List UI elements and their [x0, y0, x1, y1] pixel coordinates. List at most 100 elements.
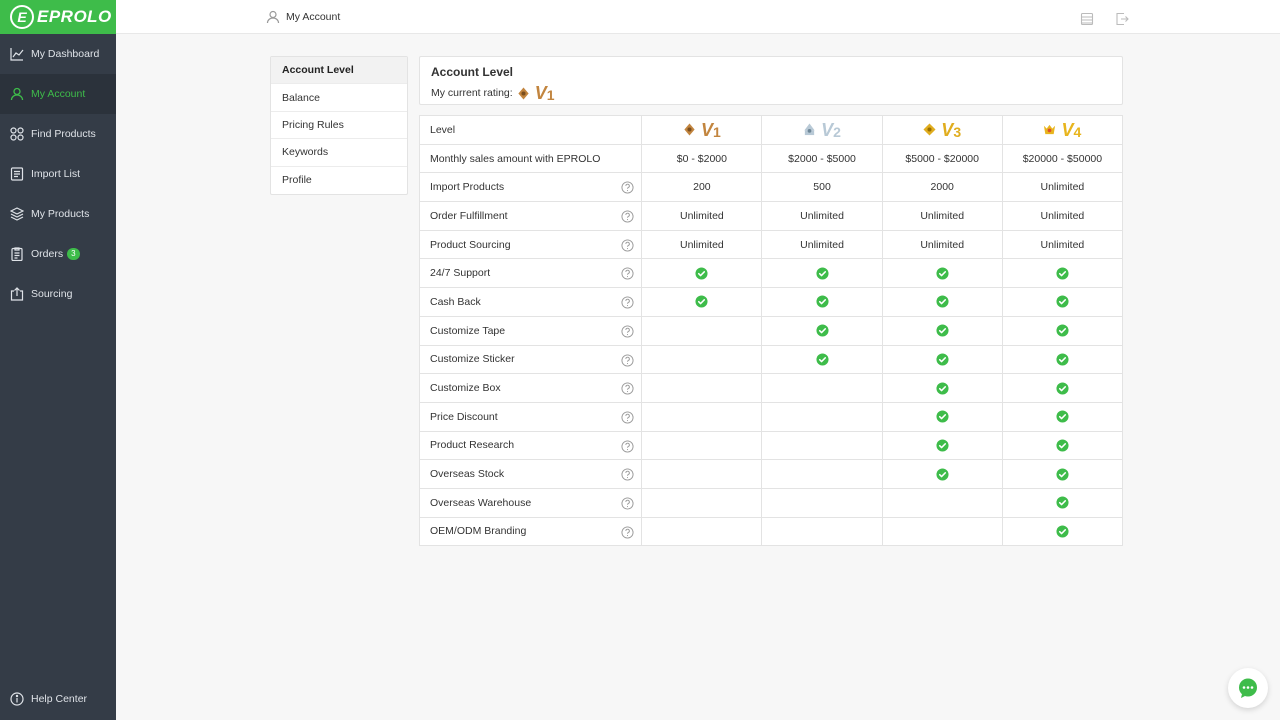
list-view-icon[interactable]: [1080, 12, 1094, 26]
feature-label: Customize Sticker: [418, 344, 643, 375]
table-row: Customize Sticker: [418, 344, 1124, 375]
help-question-icon[interactable]: [621, 382, 634, 395]
feature-check-cell: [761, 258, 883, 289]
level-letter: V: [821, 119, 834, 140]
crown-medal-icon: [1044, 124, 1056, 135]
feature-label: Overseas Warehouse: [418, 487, 643, 518]
check-circle-icon: [936, 267, 949, 280]
sidebar-item-my-products[interactable]: My Products: [0, 194, 116, 234]
feature-label-text: Product Research: [430, 439, 515, 452]
check-circle-icon: [816, 295, 829, 309]
help-question-icon[interactable]: [621, 353, 634, 367]
feature-check-cell: [1001, 487, 1124, 518]
table-row: 24/7 Support: [418, 258, 1124, 289]
help-center-label: Help Center: [31, 693, 88, 705]
help-question-icon[interactable]: [621, 411, 634, 424]
help-question-icon[interactable]: [621, 181, 634, 194]
check-circle-icon: [1056, 324, 1069, 337]
feature-value: Unlimited: [1001, 229, 1124, 260]
feature-label: Customize Tape: [418, 315, 643, 346]
submenu-balance[interactable]: Balance: [271, 84, 407, 112]
feature-label-text: Import Products: [430, 181, 505, 194]
check-circle-icon: [1056, 295, 1069, 309]
account-submenu: Account Level Balance Pricing Rules Keyw…: [270, 56, 408, 195]
feature-check-cell: [1001, 315, 1124, 346]
help-question-icon[interactable]: [621, 440, 634, 453]
help-question-icon[interactable]: [621, 239, 634, 252]
help-center-link[interactable]: Help Center: [0, 690, 87, 708]
table-row: Product Research: [418, 430, 1124, 461]
feature-value: Unlimited: [641, 229, 763, 260]
logo-text: EPROLO: [37, 7, 112, 26]
bronze-medal-icon: [684, 123, 695, 136]
help-question-icon[interactable]: [621, 267, 634, 280]
feature-check-cell: [881, 315, 1003, 346]
top-bar: My Account: [116, 0, 1280, 34]
account-level-card: Account Level My current rating: V 1: [419, 56, 1123, 105]
sales-value: $5000 - $20000: [881, 143, 1003, 174]
sales-value: $2000 - $5000: [761, 143, 883, 174]
feature-check-cell: [881, 287, 1003, 317]
submenu-profile[interactable]: Profile: [282, 174, 312, 187]
help-question-icon[interactable]: [621, 526, 634, 539]
help-question-icon[interactable]: [621, 497, 634, 510]
help-question-icon[interactable]: [621, 468, 634, 481]
sidebar-item-orders[interactable]: Orders 3: [0, 234, 116, 274]
table-row: OEM/ODM Branding: [418, 516, 1124, 547]
feature-check-cell: [761, 459, 883, 489]
level-number: 4: [1073, 123, 1082, 140]
feature-check-cell: [1001, 287, 1124, 317]
check-circle-icon: [1056, 525, 1069, 538]
sidebar-item-my-account[interactable]: My Account: [0, 74, 116, 114]
help-question-icon[interactable]: [621, 296, 634, 309]
help-question-icon[interactable]: [621, 325, 634, 338]
sidebar-item-my-dashboard[interactable]: My Dashboard: [0, 34, 116, 74]
sidebar-item-sourcing[interactable]: Sourcing: [0, 274, 116, 314]
feature-check-cell: [761, 287, 883, 317]
feature-label-text: Overseas Stock: [430, 468, 505, 481]
level-label: Level: [418, 115, 643, 145]
feature-check-cell: [1001, 344, 1124, 375]
sidebar-item-import-list[interactable]: Import List: [0, 154, 116, 194]
feature-check-cell: [641, 516, 763, 547]
eprolo-logo[interactable]: E EPROLO: [0, 0, 116, 34]
feature-check-cell: [881, 373, 1003, 403]
sales-value: $20000 - $50000: [1001, 143, 1124, 174]
sidebar-item-label: My Dashboard: [31, 48, 100, 60]
feature-check-cell: [641, 258, 763, 289]
feature-label-text: Order Fulfillment: [430, 209, 508, 222]
check-circle-icon: [1056, 381, 1069, 395]
level-letter: V: [941, 119, 954, 140]
sidebar-item-label: Sourcing: [31, 288, 73, 300]
feature-value: Unlimited: [1001, 172, 1124, 203]
table-row: Import Products 200 500 2000 Unlimited: [418, 172, 1124, 203]
level-number: 3: [953, 123, 962, 140]
feature-check-cell: [761, 487, 883, 518]
check-circle-icon: [1056, 468, 1069, 481]
gold-medal-icon: [923, 123, 936, 136]
feature-label: Product Research: [418, 430, 643, 461]
info-icon: [10, 692, 24, 706]
table-row: Cash Back: [418, 287, 1124, 317]
submenu-account-level[interactable]: Account Level: [271, 57, 407, 85]
logout-icon[interactable]: [1115, 12, 1129, 26]
feature-value: 500: [761, 172, 883, 203]
feature-value: Unlimited: [881, 229, 1003, 260]
feature-value: Unlimited: [881, 201, 1003, 231]
feature-check-cell: [641, 344, 763, 375]
submenu-pricing-rules[interactable]: Pricing Rules: [271, 112, 407, 140]
feature-value: Unlimited: [641, 201, 763, 231]
feature-label-text: Customize Box: [430, 382, 501, 395]
level-letter: V: [700, 119, 713, 140]
help-question-icon[interactable]: [621, 210, 634, 223]
table-row-level: Level V 1 V 2 V 3: [418, 115, 1124, 145]
sidebar-item-find-products[interactable]: Find Products: [0, 114, 116, 154]
submenu-keywords[interactable]: Keywords: [271, 139, 407, 167]
list-icon: [10, 167, 24, 181]
feature-check-cell: [881, 516, 1003, 547]
check-circle-icon: [1056, 353, 1069, 366]
feature-label-text: Overseas Warehouse: [430, 496, 532, 509]
chat-button[interactable]: [1228, 668, 1268, 708]
feature-check-cell: [761, 430, 883, 461]
upload-icon: [10, 287, 24, 301]
